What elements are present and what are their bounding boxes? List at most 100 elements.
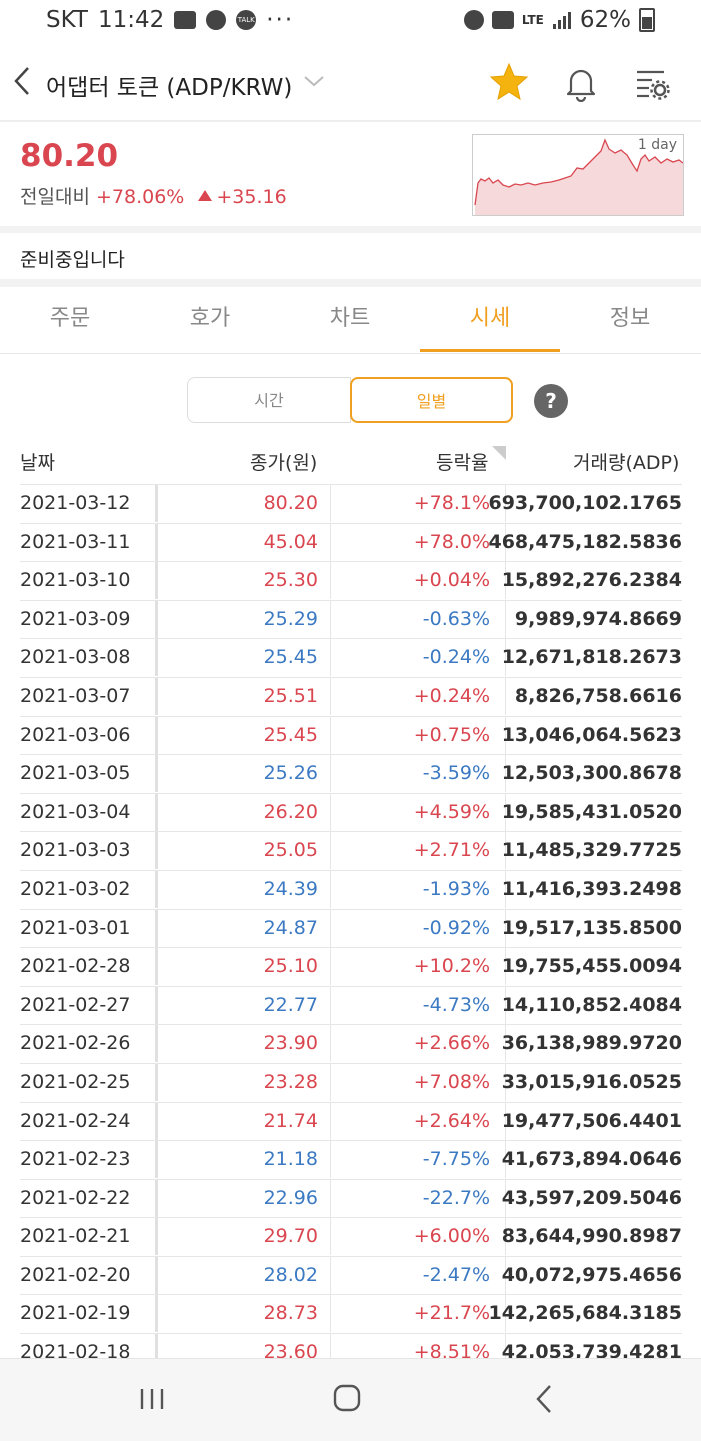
column-divider bbox=[330, 1334, 331, 1372]
column-divider bbox=[155, 677, 158, 715]
row-close: 23.28 bbox=[263, 1070, 318, 1093]
column-divider bbox=[330, 523, 331, 561]
toggle-time-button[interactable]: 시간 bbox=[187, 377, 351, 423]
price-panel: 80.20 전일대비 +78.06% +35.16 1 day bbox=[0, 122, 701, 226]
row-change: -0.24% bbox=[422, 646, 490, 669]
column-divider bbox=[505, 1218, 506, 1256]
row-date: 2021-02-28 bbox=[20, 955, 131, 978]
column-divider bbox=[505, 870, 506, 908]
row-change: +78.0% bbox=[413, 530, 490, 553]
column-divider bbox=[330, 986, 331, 1024]
table-row: 2021-03-12 80.20 +78.1% 693,700,102.1765 bbox=[20, 484, 682, 523]
column-divider bbox=[330, 870, 331, 908]
bell-icon[interactable] bbox=[563, 64, 599, 102]
column-divider bbox=[330, 755, 331, 793]
column-divider bbox=[330, 1025, 331, 1063]
row-change: -7.75% bbox=[422, 1148, 490, 1171]
notice-bar: 준비중입니다 bbox=[0, 233, 701, 279]
row-volume: 36,138,989.9720 bbox=[501, 1032, 682, 1055]
row-date: 2021-03-04 bbox=[20, 800, 131, 823]
column-divider bbox=[330, 1256, 331, 1294]
column-divider bbox=[155, 832, 158, 870]
row-volume: 11,416,393.2498 bbox=[501, 877, 682, 900]
recent-apps-icon[interactable] bbox=[138, 1387, 166, 1411]
table-row: 2021-02-25 23.28 +7.08% 33,015,916.0525 bbox=[20, 1062, 682, 1102]
table-row: 2021-02-26 23.90 +2.66% 36,138,989.9720 bbox=[20, 1024, 682, 1063]
up-triangle-icon bbox=[198, 190, 213, 201]
column-divider bbox=[155, 1179, 158, 1217]
header-change[interactable]: 등락율 bbox=[436, 452, 489, 474]
column-divider bbox=[330, 1218, 331, 1256]
mute-icon bbox=[491, 11, 514, 29]
table-row: 2021-02-22 22.96 -22.7% 43,597,209.5046 bbox=[20, 1178, 682, 1218]
toggle-daily-button[interactable]: 일별 bbox=[350, 377, 513, 423]
system-nav-bar bbox=[0, 1358, 701, 1441]
change-amount: +35.16 bbox=[216, 186, 287, 208]
settings-list-icon[interactable] bbox=[634, 66, 670, 100]
column-divider bbox=[505, 1295, 506, 1333]
table-row: 2021-02-28 25.10 +10.2% 19,755,455.0094 bbox=[20, 947, 682, 986]
column-divider bbox=[155, 1218, 158, 1256]
table-row: 2021-02-20 28.02 -2.47% 40,072,975.4656 bbox=[20, 1255, 682, 1295]
tab-orderbook[interactable]: 호가 bbox=[189, 306, 231, 331]
column-divider bbox=[155, 870, 158, 908]
coffee-icon bbox=[206, 10, 227, 30]
row-volume: 43,597,209.5046 bbox=[501, 1186, 682, 1209]
row-volume: 9,989,974.8669 bbox=[514, 607, 682, 630]
tab-chart[interactable]: 차트 bbox=[329, 306, 371, 331]
carrier-label: SKT bbox=[46, 7, 88, 33]
divider bbox=[0, 226, 701, 233]
row-date: 2021-02-18 bbox=[20, 1341, 131, 1364]
signal-icon bbox=[552, 12, 571, 29]
back-icon[interactable] bbox=[532, 1383, 556, 1415]
tab-info[interactable]: 정보 bbox=[609, 306, 651, 331]
mini-chart-graphic bbox=[474, 138, 684, 215]
back-arrow-icon[interactable] bbox=[10, 64, 40, 98]
row-close: 25.45 bbox=[263, 646, 318, 669]
column-divider bbox=[155, 1256, 158, 1294]
row-change: -3.59% bbox=[422, 762, 490, 785]
row-close: 45.04 bbox=[263, 530, 318, 553]
help-icon[interactable]: ? bbox=[534, 384, 568, 418]
row-close: 25.26 bbox=[263, 762, 318, 785]
table-row: 2021-02-19 28.73 +21.7% 142,265,684.3185 bbox=[20, 1294, 682, 1333]
row-volume: 468,475,182.5836 bbox=[488, 530, 682, 553]
tab-order[interactable]: 주문 bbox=[49, 306, 91, 331]
table-row: 2021-03-04 26.20 +4.59% 19,585,431.0520 bbox=[20, 792, 682, 832]
row-change: +0.04% bbox=[413, 569, 490, 592]
row-change: -22.7% bbox=[422, 1186, 490, 1209]
header-close: 종가(원) bbox=[250, 452, 318, 474]
table-row: 2021-03-06 25.45 +0.75% 13,046,064.5623 bbox=[20, 715, 682, 755]
table-row: 2021-03-02 24.39 -1.93% 11,416,393.2498 bbox=[20, 869, 682, 909]
column-divider bbox=[155, 1063, 158, 1101]
table-header: 날짜 종가(원) 등락율 거래량(ADP) bbox=[0, 440, 701, 484]
row-volume: 14,110,852.4084 bbox=[501, 993, 682, 1016]
column-divider bbox=[155, 600, 158, 638]
row-date: 2021-03-03 bbox=[20, 839, 131, 862]
more-notifications-icon: ··· bbox=[266, 7, 295, 33]
table-row: 2021-02-24 21.74 +2.64% 19,477,506.4401 bbox=[20, 1101, 682, 1141]
column-divider bbox=[155, 485, 158, 522]
battery-percent: 62% bbox=[579, 7, 631, 33]
row-date: 2021-03-06 bbox=[20, 723, 131, 746]
favorite-star-icon[interactable] bbox=[488, 61, 530, 103]
row-date: 2021-03-11 bbox=[20, 530, 131, 553]
table-row: 2021-03-03 25.05 +2.71% 11,485,329.7725 bbox=[20, 831, 682, 870]
column-divider bbox=[505, 1102, 506, 1140]
row-close: 26.20 bbox=[263, 800, 318, 823]
page-title[interactable]: 어댑터 토큰 (ADP/KRW) bbox=[46, 75, 293, 101]
tab-bar: 주문 호가 차트 시세 정보 bbox=[0, 287, 701, 354]
row-change: -2.47% bbox=[422, 1263, 490, 1286]
price-table: 2021-03-12 80.20 +78.1% 693,700,102.1765 202… bbox=[20, 484, 682, 1372]
mini-price-chart[interactable]: 1 day bbox=[472, 134, 684, 216]
home-icon[interactable] bbox=[333, 1384, 361, 1412]
column-divider bbox=[155, 755, 158, 793]
row-change: +78.1% bbox=[413, 492, 490, 514]
chevron-down-icon[interactable] bbox=[302, 66, 326, 96]
tab-quotes[interactable]: 시세 bbox=[420, 287, 560, 352]
row-close: 25.45 bbox=[263, 723, 318, 746]
row-volume: 41,673,894.0646 bbox=[501, 1148, 682, 1171]
row-close: 23.90 bbox=[263, 1032, 318, 1055]
sort-indicator-icon[interactable] bbox=[492, 446, 506, 460]
column-divider bbox=[155, 986, 158, 1024]
